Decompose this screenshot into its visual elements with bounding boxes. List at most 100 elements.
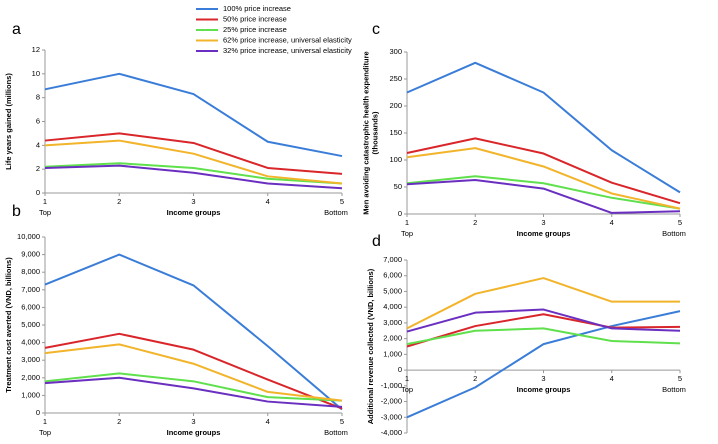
series-line: 32% price increase, universal elasticity bbox=[44, 164, 343, 190]
y-tick-label: 250 bbox=[389, 74, 402, 83]
y-tick-label: 2,000 bbox=[383, 334, 402, 343]
series-line: 100% price increase bbox=[44, 253, 343, 411]
series-line: 62% price increase, universal elasticity bbox=[44, 343, 343, 402]
y-tick-label: 6,000 bbox=[383, 271, 402, 280]
series-line: 62% price increase, universal elasticity bbox=[406, 147, 681, 210]
x-tick-label: 1 bbox=[405, 218, 409, 227]
x-tick-label: 1 bbox=[43, 197, 47, 206]
y-tick-label: -4,000 bbox=[381, 428, 402, 437]
x-tick-label: 3 bbox=[191, 197, 195, 206]
legend-label: 25% price increase bbox=[223, 25, 287, 34]
x-tick-label: 2 bbox=[117, 197, 121, 206]
series-line: 25% price increase bbox=[406, 327, 681, 346]
series-line: 50% price increase bbox=[44, 332, 343, 410]
series-line: 62% price increase, universal elasticity bbox=[406, 277, 680, 330]
series-line: 25% price increase bbox=[406, 175, 681, 210]
x-tick-label: 4 bbox=[610, 218, 614, 227]
series-line: 32% price increase, universal elasticity bbox=[44, 376, 343, 408]
x-tick-label: 2 bbox=[117, 417, 121, 426]
x-tick-label: 4 bbox=[266, 417, 270, 426]
y-tick-label: 2 bbox=[36, 164, 40, 173]
x-axis-title: Income groups bbox=[167, 428, 221, 437]
panel-label: d bbox=[372, 233, 381, 250]
x-tick-label: 4 bbox=[266, 197, 270, 206]
panel-label: c bbox=[372, 21, 380, 38]
y-tick-label: 8,000 bbox=[21, 267, 40, 276]
y-tick-label: 300 bbox=[389, 47, 402, 56]
panel-label: b bbox=[12, 203, 21, 220]
y-tick-label: 100 bbox=[389, 155, 402, 164]
x-end-label: Top bbox=[39, 208, 51, 217]
x-tick-label: 3 bbox=[541, 374, 545, 383]
y-tick-label: 9,000 bbox=[21, 250, 40, 259]
y-tick-label: 5,000 bbox=[383, 286, 402, 295]
x-end-label: Top bbox=[39, 428, 51, 437]
y-tick-label: 10,000 bbox=[17, 232, 40, 241]
y-tick-label: 0 bbox=[36, 188, 40, 197]
x-tick-label: 3 bbox=[191, 417, 195, 426]
y-axis-title: Men avoiding catastrophic health expendi… bbox=[361, 51, 370, 214]
y-tick-label: 150 bbox=[389, 128, 402, 137]
x-axis-title: Income groups bbox=[517, 385, 571, 394]
y-tick-label: 6 bbox=[36, 116, 40, 125]
legend-label: 100% price increase bbox=[223, 4, 291, 13]
y-tick-label: 4,000 bbox=[383, 302, 402, 311]
y-tick-label: 4,000 bbox=[21, 338, 40, 347]
series-line: 100% price increase bbox=[406, 61, 681, 194]
series-line: 25% price increase bbox=[44, 372, 343, 402]
y-tick-label: 3,000 bbox=[21, 355, 40, 364]
x-tick-label: 1 bbox=[43, 417, 47, 426]
y-tick-label: 8 bbox=[36, 93, 40, 102]
x-tick-label: 5 bbox=[678, 374, 682, 383]
y-tick-label: 6,000 bbox=[21, 302, 40, 311]
y-tick-label: -1,000 bbox=[381, 381, 402, 390]
x-end-label: Top bbox=[401, 385, 413, 394]
x-tick-label: 2 bbox=[473, 218, 477, 227]
series-line: 50% price increase bbox=[406, 313, 681, 348]
y-axis-title: Life years gained (millions) bbox=[4, 73, 13, 170]
y-tick-label: 1,000 bbox=[383, 349, 402, 358]
y-tick-label: 10 bbox=[32, 69, 40, 78]
x-tick-label: 5 bbox=[678, 218, 682, 227]
y-tick-label: 1,000 bbox=[21, 390, 40, 399]
y-tick-label: -2,000 bbox=[381, 397, 402, 406]
x-end-label: Bottom bbox=[662, 385, 686, 394]
y-tick-label: 0 bbox=[398, 365, 402, 374]
y-tick-label: 0 bbox=[398, 209, 402, 218]
x-end-label: Bottom bbox=[324, 208, 348, 217]
y-tick-label: 12 bbox=[32, 45, 40, 54]
x-axis-title: Income groups bbox=[517, 229, 571, 238]
x-tick-label: 1 bbox=[405, 374, 409, 383]
series-line: 32% price increase, universal elasticity bbox=[406, 308, 681, 333]
y-tick-label: 2,000 bbox=[21, 373, 40, 382]
legend-label: 32% price increase, universal elasticity bbox=[223, 46, 352, 55]
y-tick-label: 50 bbox=[394, 182, 402, 191]
panel-label: a bbox=[12, 21, 21, 38]
x-tick-label: 5 bbox=[340, 197, 344, 206]
x-end-label: Bottom bbox=[324, 428, 348, 437]
x-end-label: Top bbox=[401, 229, 413, 238]
y-tick-label: 200 bbox=[389, 101, 402, 110]
x-tick-label: 4 bbox=[610, 374, 614, 383]
legend-label: 50% price increase bbox=[223, 14, 287, 23]
series-line: 50% price increase bbox=[44, 132, 343, 175]
y-tick-label: -3,000 bbox=[381, 412, 402, 421]
x-end-label: Bottom bbox=[662, 229, 686, 238]
x-tick-label: 3 bbox=[541, 218, 545, 227]
y-tick-label: 7,000 bbox=[383, 255, 402, 264]
series-line: 100% price increase bbox=[406, 310, 681, 419]
x-tick-label: 2 bbox=[473, 374, 477, 383]
legend-label: 62% price increase, universal elasticity bbox=[223, 35, 352, 44]
y-axis-title: (thousands) bbox=[370, 111, 379, 154]
series-line: 32% price increase, universal elasticity bbox=[406, 178, 681, 214]
y-tick-label: 4 bbox=[36, 140, 40, 149]
y-tick-label: 0 bbox=[36, 408, 40, 417]
x-tick-label: 5 bbox=[340, 417, 344, 426]
series-line: 100% price increase bbox=[44, 72, 343, 158]
x-axis-title: Income groups bbox=[167, 208, 221, 217]
y-tick-label: 7,000 bbox=[21, 285, 40, 294]
y-axis-title: Treatment cost averted (VND, billions) bbox=[4, 257, 13, 393]
y-axis-title: Additional revenue collected (VND, billi… bbox=[366, 268, 375, 424]
series-line: 62% price increase, universal elasticity bbox=[44, 139, 343, 185]
